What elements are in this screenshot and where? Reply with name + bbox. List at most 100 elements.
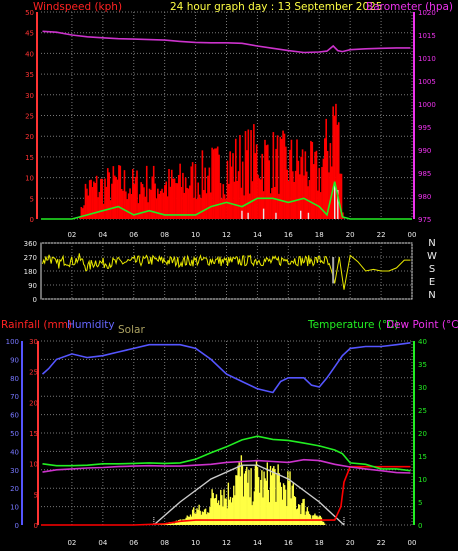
rainfall-line <box>41 465 411 526</box>
humidity-tick-label: 0 <box>15 522 19 530</box>
compass-label: N <box>428 290 435 301</box>
windspeed-tick-label: 10 <box>25 175 34 183</box>
humidity-tick-label: 20 <box>10 485 19 493</box>
winddir-tick-label: 360 <box>24 240 37 248</box>
compass-label: E <box>429 277 435 288</box>
x-tick-label: 04 <box>98 231 107 239</box>
temperature-tick-label: 35 <box>418 361 427 369</box>
humidity-tick-label: 50 <box>10 430 19 438</box>
barometer-tick-label: 995 <box>418 124 431 132</box>
barometer-tick-label: 1015 <box>418 32 436 40</box>
barometer-tick-label: 990 <box>418 147 431 155</box>
chart-title: 24 hour graph day : 13 September 2025 <box>170 1 382 13</box>
windspeed-tick-label: 0 <box>30 216 34 224</box>
x-tick-label: 20 <box>346 231 355 239</box>
rainfall-axis-label: Rainfall (mm) <box>1 319 72 331</box>
humidity-tick-label: 60 <box>10 412 19 420</box>
winddir-tick-label: 0 <box>33 296 37 304</box>
temperature-tick-label: 20 <box>418 430 427 438</box>
humidity-line <box>41 342 411 394</box>
temperature-tick-label: 15 <box>418 453 427 461</box>
winddir-line <box>42 253 411 290</box>
windspeed-tick-label: 45 <box>25 30 34 38</box>
rainfall-tick-label: 15 <box>29 430 38 438</box>
rainfall-tick-label: 0 <box>34 522 38 530</box>
windspeed-tick-label: 50 <box>25 9 34 17</box>
x-tick-label: 02 <box>67 539 76 547</box>
x-tick-label: 10 <box>191 539 200 547</box>
humidity-tick-label: 90 <box>10 356 19 364</box>
humidity-tick-label: 80 <box>10 375 19 383</box>
dewpoint-axis-label: Dew Point (°C) <box>386 319 458 331</box>
barometer-tick-label: 975 <box>418 216 431 224</box>
x-tick-label: 08 <box>160 539 169 547</box>
temperature-tick-label: 10 <box>418 476 427 484</box>
x-tick-label: 20 <box>346 539 355 547</box>
x-tick-label: 16 <box>284 539 293 547</box>
windspeed-tick-label: 40 <box>25 50 34 58</box>
temperature-axis-label: Temperature (°C) <box>307 319 399 331</box>
rainfall-tick-label: 30 <box>29 338 38 346</box>
humidity-tick-label: 40 <box>10 448 19 456</box>
temperature-line <box>42 435 411 472</box>
temperature-tick-label: 30 <box>418 384 427 392</box>
barometer-axis-label: Barometer (hpa) <box>366 1 453 13</box>
temperature-tick-label: 0 <box>418 522 422 530</box>
barometer-tick-label: 1010 <box>418 55 436 63</box>
temperature-tick-label: 40 <box>418 338 427 346</box>
wind-average-line <box>41 181 412 220</box>
windspeed-tick-label: 15 <box>25 154 34 162</box>
compass-label: S <box>429 264 435 275</box>
windspeed-axis-label: Windspeed (kph) <box>33 1 122 13</box>
x-tick-label: 18 <box>315 231 324 239</box>
barometer-tick-label: 980 <box>418 193 431 201</box>
humidity-tick-label: 30 <box>10 467 19 475</box>
compass-label: N <box>428 238 435 249</box>
humidity-tick-label: 70 <box>10 393 19 401</box>
temperature-tick-label: 5 <box>418 499 422 507</box>
humidity-axis-label: Humidity <box>67 319 115 331</box>
solar-max-curve <box>153 464 345 526</box>
x-tick-label: 22 <box>377 231 386 239</box>
humidity-tick-label: 100 <box>6 338 19 346</box>
x-tick-label: 04 <box>98 539 107 547</box>
solar-label: Solar <box>118 324 145 336</box>
x-tick-label: 08 <box>160 231 169 239</box>
winddir-tick-label: 180 <box>24 268 37 276</box>
x-tick-label: 12 <box>222 539 231 547</box>
barometer-tick-label: 1020 <box>418 9 436 17</box>
x-tick-label: 22 <box>377 539 386 547</box>
barometer-tick-label: 985 <box>418 170 431 178</box>
barometer-tick-label: 1000 <box>418 101 436 109</box>
x-tick-label: 14 <box>253 231 262 239</box>
x-tick-label: 00 <box>408 539 417 547</box>
rainfall-tick-label: 5 <box>34 491 38 499</box>
x-tick-label: 16 <box>284 231 293 239</box>
x-tick-label: 14 <box>253 539 262 547</box>
windspeed-tick-label: 20 <box>25 133 34 141</box>
windspeed-tick-label: 5 <box>30 195 34 203</box>
winddir-tick-label: 90 <box>28 282 37 290</box>
windspeed-tick-label: 25 <box>25 113 34 121</box>
windspeed-tick-label: 35 <box>25 71 34 79</box>
x-tick-label: 00 <box>408 231 417 239</box>
windspeed-tick-label: 30 <box>25 92 34 100</box>
rain-hum-temp-panel: 0 10 20 30 40 50 60 70 80 90 100 0 5 10 15 20 25 30 0 5 10 15… <box>6 338 427 547</box>
x-tick-label: 10 <box>191 231 200 239</box>
x-tick-label: 06 <box>129 539 138 547</box>
compass-label: W <box>427 251 437 262</box>
rainfall-tick-label: 25 <box>29 369 38 377</box>
x-tick-label: 12 <box>222 231 231 239</box>
winddir-tick-label: 270 <box>24 254 37 262</box>
x-tick-label: 06 <box>129 231 138 239</box>
barometer-line <box>42 30 411 54</box>
rainfall-tick-label: 20 <box>29 399 38 407</box>
humidity-tick-label: 10 <box>10 504 19 512</box>
wind-baro-panel: 0510152025303540455097598098599099510001… <box>25 9 436 239</box>
dewpoint-line <box>42 458 411 474</box>
x-tick-label: 18 <box>315 539 324 547</box>
temperature-tick-label: 25 <box>418 407 427 415</box>
x-tick-label: 02 <box>67 231 76 239</box>
